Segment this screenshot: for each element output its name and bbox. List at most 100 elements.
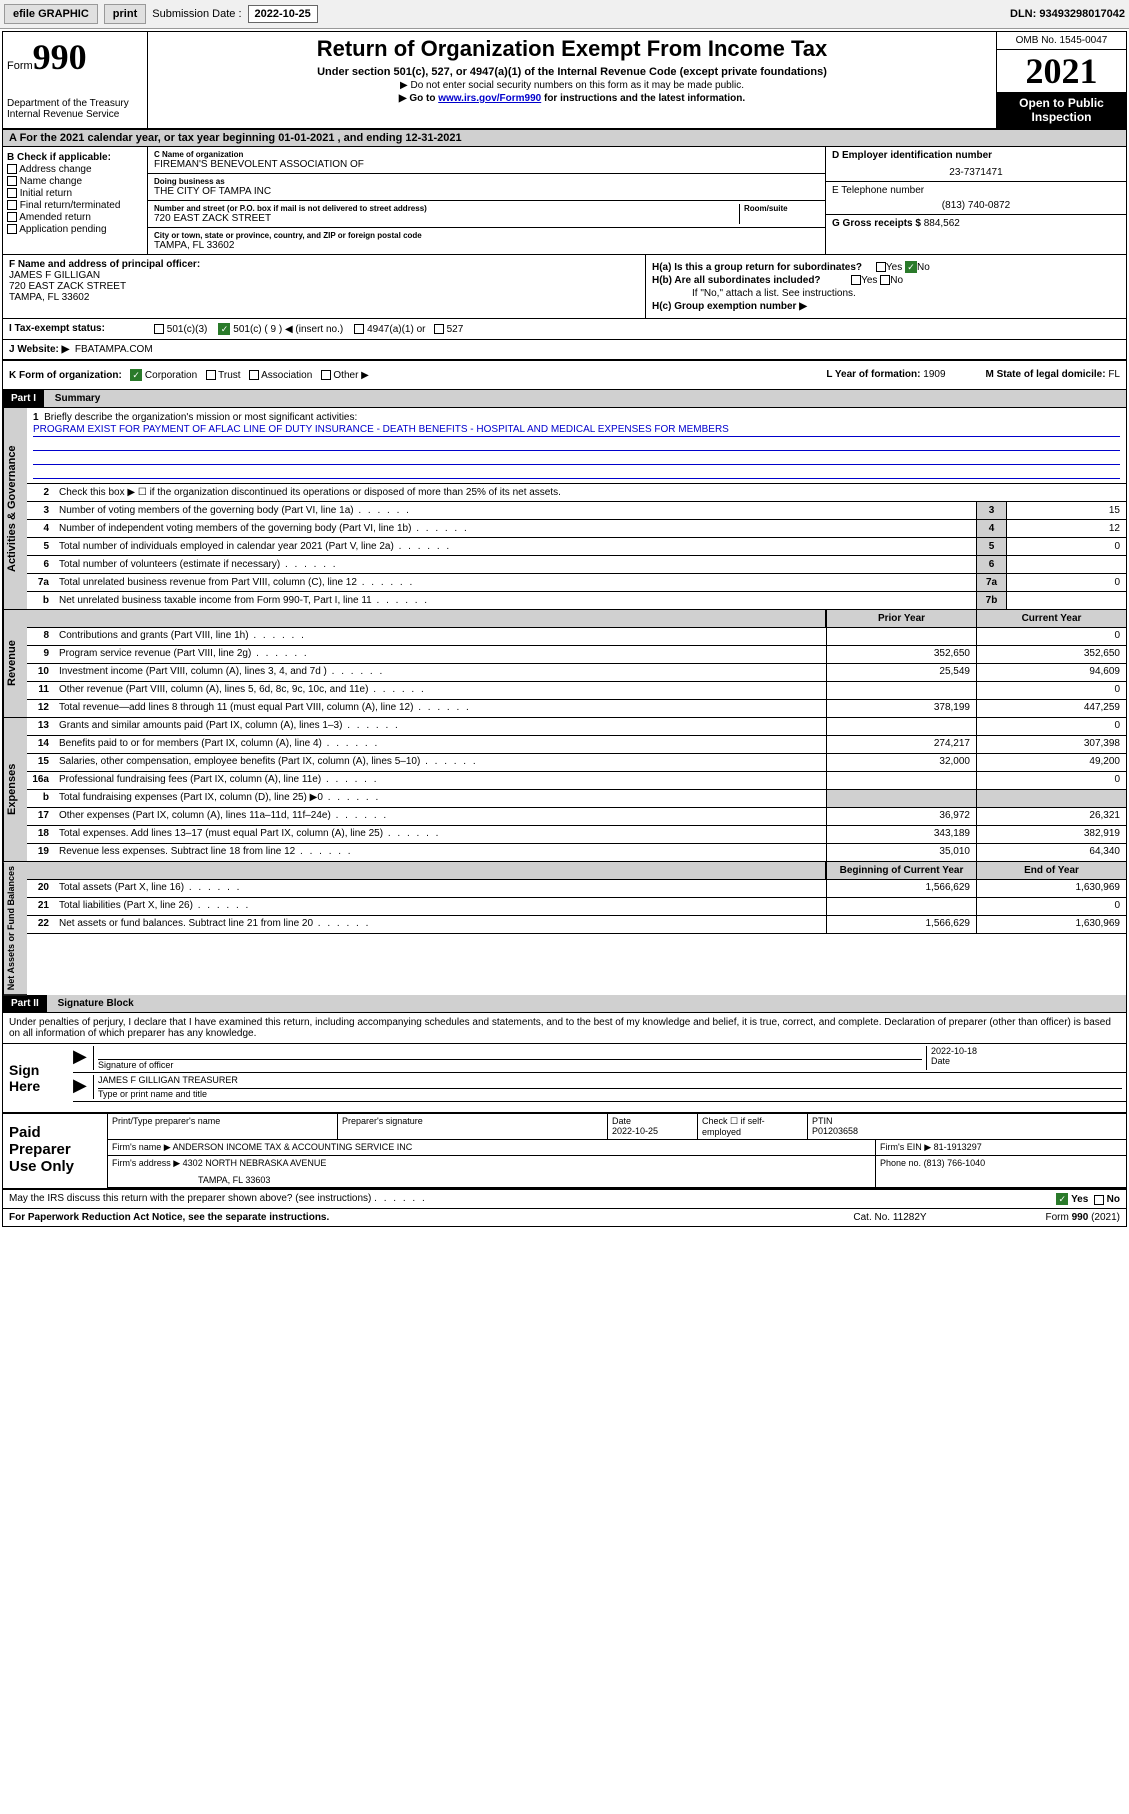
dba-label: Doing business as bbox=[154, 177, 819, 186]
line-13: 13Grants and similar amounts paid (Part … bbox=[27, 718, 1126, 736]
discuss-yes-chk[interactable]: ✓ bbox=[1056, 1193, 1068, 1205]
chk-corp[interactable]: ✓ bbox=[130, 369, 142, 381]
line-14: 14Benefits paid to or for members (Part … bbox=[27, 736, 1126, 754]
officer-name: JAMES F GILLIGAN bbox=[9, 270, 639, 281]
prep-selfemp-label: Check ☐ if self-employed bbox=[702, 1116, 803, 1137]
hb-label: H(b) Are all subordinates included? bbox=[652, 275, 821, 286]
ha-no-chk[interactable]: ✓ bbox=[905, 261, 917, 273]
irs-link[interactable]: www.irs.gov/Form990 bbox=[438, 93, 541, 104]
ein-label: D Employer identification number bbox=[832, 150, 992, 161]
col-c: C Name of organization FIREMAN'S BENEVOL… bbox=[148, 147, 826, 254]
header-center: Return of Organization Exempt From Incom… bbox=[148, 32, 996, 128]
tax-year: 2021 bbox=[997, 50, 1126, 92]
officer-name-value: JAMES F GILLIGAN TREASURER bbox=[98, 1075, 1122, 1089]
firm-addr2: TAMPA, FL 33603 bbox=[112, 1175, 871, 1185]
i-label: I Tax-exempt status: bbox=[9, 323, 105, 334]
chk-501c3[interactable] bbox=[154, 324, 164, 334]
end-year-header: End of Year bbox=[976, 862, 1126, 879]
line-4: 4Number of independent voting members of… bbox=[27, 520, 1126, 538]
rev-header: Prior Year Current Year bbox=[27, 610, 1126, 628]
footer-row: For Paperwork Reduction Act Notice, see … bbox=[3, 1208, 1126, 1226]
chk-application-pending[interactable]: Application pending bbox=[7, 224, 143, 235]
print-button[interactable]: print bbox=[104, 4, 146, 24]
line-16a: 16aProfessional fundraising fees (Part I… bbox=[27, 772, 1126, 790]
chk-4947[interactable] bbox=[354, 324, 364, 334]
part1-title: Summary bbox=[47, 390, 109, 407]
firm-ein-label: Firm's EIN ▶ bbox=[880, 1142, 931, 1152]
preparer-label: Paid Preparer Use Only bbox=[3, 1114, 108, 1188]
cat-no: Cat. No. 11282Y bbox=[800, 1212, 980, 1223]
chk-527[interactable] bbox=[434, 324, 444, 334]
ptin-value: P01203658 bbox=[812, 1126, 1122, 1136]
year-formation: 1909 bbox=[923, 369, 945, 380]
c-name-label: C Name of organization bbox=[154, 150, 819, 159]
chk-trust[interactable] bbox=[206, 370, 216, 380]
hb-no-chk[interactable] bbox=[880, 275, 890, 285]
side-net: Net Assets or Fund Balances bbox=[3, 862, 27, 995]
header-left: Form990 Department of the Treasury Inter… bbox=[3, 32, 148, 128]
q1-label: Briefly describe the organization's miss… bbox=[44, 412, 357, 423]
ptin-label: PTIN bbox=[812, 1116, 1122, 1126]
paperwork-notice: For Paperwork Reduction Act Notice, see … bbox=[9, 1212, 329, 1223]
chk-name-change[interactable]: Name change bbox=[7, 176, 143, 187]
line-b: bTotal fundraising expenses (Part IX, co… bbox=[27, 790, 1126, 808]
discuss-no-chk[interactable] bbox=[1094, 1195, 1104, 1205]
mission-text: PROGRAM EXIST FOR PAYMENT OF AFLAC LINE … bbox=[33, 423, 1120, 437]
chk-assoc[interactable] bbox=[249, 370, 259, 380]
sig-date-value: 2022-10-18 bbox=[931, 1046, 1122, 1056]
prep-date-label: Date bbox=[612, 1116, 693, 1126]
org-name: FIREMAN'S BENEVOLENT ASSOCIATION OF bbox=[154, 159, 819, 170]
side-exp: Expenses bbox=[3, 718, 27, 862]
chk-final-return[interactable]: Final return/terminated bbox=[7, 200, 143, 211]
omb-number: OMB No. 1545-0047 bbox=[997, 32, 1126, 50]
col-right: D Employer identification number 23-7371… bbox=[826, 147, 1126, 254]
expenses-section: Expenses 13Grants and similar amounts pa… bbox=[3, 718, 1126, 862]
firm-addr-label: Firm's address ▶ bbox=[112, 1158, 180, 1168]
form-word: Form bbox=[7, 60, 33, 72]
hb-yes-chk[interactable] bbox=[851, 275, 861, 285]
chk-other[interactable] bbox=[321, 370, 331, 380]
discuss-row: May the IRS discuss this return with the… bbox=[3, 1190, 1126, 1208]
toolbar: efile GRAPHIC print Submission Date : 20… bbox=[0, 0, 1129, 29]
line-2: 2Check this box ▶ ☐ if the organization … bbox=[27, 484, 1126, 502]
room-label: Room/suite bbox=[744, 204, 819, 213]
header-right: OMB No. 1545-0047 2021 Open to Public In… bbox=[996, 32, 1126, 128]
chk-501c[interactable]: ✓ bbox=[218, 323, 230, 335]
section-k-l-m: K Form of organization: ✓ Corporation Tr… bbox=[3, 361, 1126, 390]
line-11: 11Other revenue (Part VIII, column (A), … bbox=[27, 682, 1126, 700]
chk-initial-return[interactable]: Initial return bbox=[7, 188, 143, 199]
addr-label: Number and street (or P.O. box if mail i… bbox=[154, 204, 739, 213]
sub3-pre: ▶ Go to bbox=[399, 93, 438, 104]
signature-intro: Under penalties of perjury, I declare th… bbox=[3, 1013, 1126, 1044]
form-page: Form990 Department of the Treasury Inter… bbox=[2, 31, 1127, 1227]
k-label: K Form of organization: bbox=[9, 370, 122, 381]
line-20: 20Total assets (Part X, line 16)1,566,62… bbox=[27, 880, 1126, 898]
subtitle-3: ▶ Go to www.irs.gov/Form990 for instruct… bbox=[158, 93, 986, 104]
part1-badge: Part I bbox=[3, 390, 44, 407]
line-10: 10Investment income (Part VIII, column (… bbox=[27, 664, 1126, 682]
sig-officer-label: Signature of officer bbox=[98, 1060, 922, 1070]
chk-address-change[interactable]: Address change bbox=[7, 164, 143, 175]
mission-blank1 bbox=[33, 437, 1120, 451]
revenue-section: Revenue Prior Year Current Year 8Contrib… bbox=[3, 610, 1126, 718]
begin-year-header: Beginning of Current Year bbox=[826, 862, 976, 879]
side-gov: Activities & Governance bbox=[3, 408, 27, 610]
ha-yes-chk[interactable] bbox=[876, 262, 886, 272]
col-b-checkboxes: B Check if applicable: Address change Na… bbox=[3, 147, 148, 254]
net-assets-section: Net Assets or Fund Balances Beginning of… bbox=[3, 862, 1126, 995]
street-address: 720 EAST ZACK STREET bbox=[154, 213, 739, 224]
m-label: M State of legal domicile: bbox=[986, 369, 1106, 380]
net-header: Beginning of Current Year End of Year bbox=[27, 862, 1126, 880]
chk-amended-return[interactable]: Amended return bbox=[7, 212, 143, 223]
discuss-q: May the IRS discuss this return with the… bbox=[9, 1193, 371, 1204]
subtitle-1: Under section 501(c), 527, or 4947(a)(1)… bbox=[158, 66, 986, 78]
ein-value: 23-7371471 bbox=[832, 167, 1120, 178]
current-year-header: Current Year bbox=[976, 610, 1126, 627]
officer-addr1: 720 EAST ZACK STREET bbox=[9, 281, 639, 292]
form-number: 990 bbox=[33, 37, 87, 77]
section-f-h: F Name and address of principal officer:… bbox=[3, 255, 1126, 319]
side-rev: Revenue bbox=[3, 610, 27, 718]
officer-signature-line[interactable] bbox=[98, 1046, 922, 1060]
line-6: 6Total number of volunteers (estimate if… bbox=[27, 556, 1126, 574]
line-17: 17Other expenses (Part IX, column (A), l… bbox=[27, 808, 1126, 826]
